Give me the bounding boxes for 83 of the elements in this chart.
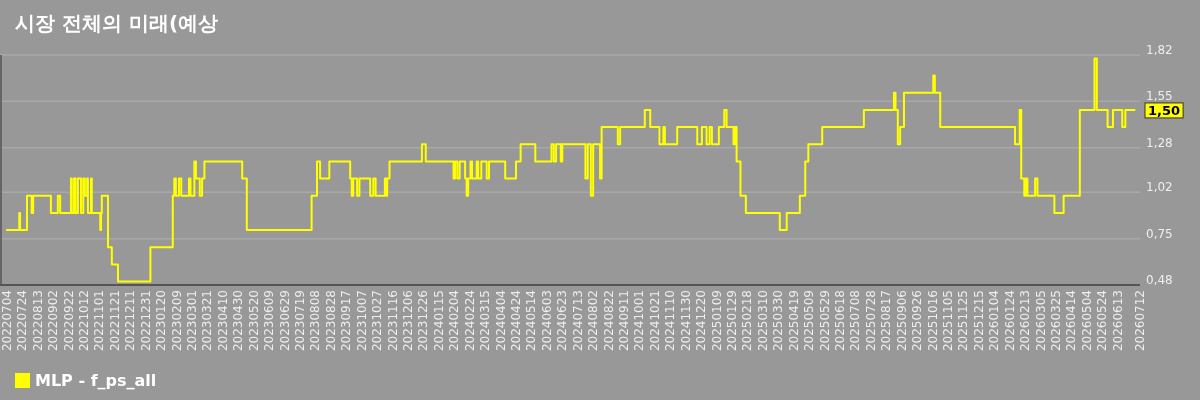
x-tick-label: 20250330 bbox=[771, 290, 786, 352]
x-tick-label: 20240911 bbox=[616, 290, 631, 352]
x-tick-label: 20260504 bbox=[1079, 290, 1094, 352]
x-tick-label: 20241110 bbox=[663, 290, 678, 352]
x-tick-label: 20260213 bbox=[1018, 290, 1033, 352]
x-tick-label: 20220922 bbox=[61, 290, 76, 352]
x-tick-label: 20260613 bbox=[1110, 290, 1125, 352]
x-tick-label: 20231116 bbox=[385, 290, 400, 352]
x-tick-label: 20240404 bbox=[493, 290, 508, 352]
x-tick-label: 20230828 bbox=[323, 290, 338, 352]
x-tick-label: 20260104 bbox=[987, 290, 1002, 352]
x-tick-label: 20250708 bbox=[848, 290, 863, 352]
x-tick-label: 20250926 bbox=[910, 290, 925, 352]
x-tick-label: 20240623 bbox=[555, 290, 570, 352]
x-tick-label: 20250509 bbox=[802, 290, 817, 352]
x-tick-label: 20230719 bbox=[293, 290, 308, 352]
x-tick-label: 20250218 bbox=[740, 290, 755, 352]
x-tick-label: 20230917 bbox=[339, 290, 354, 352]
x-tick-label: 20250618 bbox=[832, 290, 847, 352]
y-tick-label: 1,55 bbox=[1146, 89, 1173, 104]
x-tick-label: 20241001 bbox=[632, 290, 647, 352]
x-tick-label: 20240224 bbox=[462, 290, 477, 352]
x-tick-label: 20241130 bbox=[678, 290, 693, 352]
x-tick-label: 20231007 bbox=[354, 290, 369, 352]
x-tick-label: 20260524 bbox=[1095, 290, 1110, 352]
x-tick-label: 20251215 bbox=[971, 290, 986, 352]
x-tick-label: 20240514 bbox=[524, 290, 539, 352]
x-tick-label: 20221211 bbox=[123, 290, 138, 352]
x-tick-label: 20221101 bbox=[92, 290, 107, 352]
x-tick-label: 20260325 bbox=[1048, 290, 1063, 352]
x-tick-label: 20241220 bbox=[694, 290, 709, 352]
x-tick-label: 20221012 bbox=[77, 290, 92, 352]
x-tick-label: 20241021 bbox=[647, 290, 662, 352]
x-tick-label: 20250419 bbox=[786, 290, 801, 352]
title: 시장 전체의 미래(예상 bbox=[15, 11, 219, 35]
y-tick-label: 1,82 bbox=[1146, 43, 1173, 57]
x-tick-label: 20260414 bbox=[1064, 290, 1079, 352]
x-tick-label: 20240115 bbox=[431, 290, 446, 352]
x-tick-label: 20230609 bbox=[262, 290, 277, 352]
x-tick-label: 20260305 bbox=[1033, 290, 1048, 352]
x-tick-label: 20231206 bbox=[401, 290, 416, 352]
x-tick-label: 20240424 bbox=[509, 290, 524, 352]
x-tick-label: 20260712 bbox=[1133, 290, 1147, 352]
y-tick-label: 0,48 bbox=[1146, 273, 1173, 287]
x-tick-label: 20221231 bbox=[138, 290, 153, 352]
x-tick-label: 20230430 bbox=[231, 290, 246, 352]
x-tick-label: 20230520 bbox=[246, 290, 261, 352]
x-tick-label: 20251125 bbox=[956, 290, 971, 352]
x-tick-label: 20250129 bbox=[724, 290, 739, 352]
x-tick-label: 20230410 bbox=[215, 290, 230, 352]
x-tick-label: 20240204 bbox=[447, 290, 462, 352]
x-tick-label: 20240603 bbox=[539, 290, 554, 352]
x-tick-label: 20230209 bbox=[169, 290, 184, 352]
x-tick-label: 20221121 bbox=[107, 290, 122, 352]
y-tick-label: 1,02 bbox=[1146, 180, 1173, 195]
x-tick-label: 20251016 bbox=[925, 290, 940, 352]
x-tick-label: 20240713 bbox=[570, 290, 585, 352]
x-tick-label: 20250529 bbox=[817, 290, 832, 352]
x-tick-label: 20230321 bbox=[200, 290, 215, 352]
x-tick-label: 20231027 bbox=[370, 290, 385, 352]
y-tick-label: 0,75 bbox=[1146, 226, 1173, 241]
x-tick-label: 20240822 bbox=[601, 290, 616, 352]
x-tick-label: 20250728 bbox=[863, 290, 878, 352]
x-tick-label: 20230808 bbox=[308, 290, 323, 352]
y-tick-label: 1,28 bbox=[1146, 135, 1173, 150]
x-tick-label: 20220704 bbox=[0, 290, 14, 352]
x-tick-label: 20260124 bbox=[1002, 290, 1017, 352]
x-tick-label: 20230120 bbox=[154, 290, 169, 352]
x-tick-label: 20240315 bbox=[478, 290, 493, 352]
x-tick-label: 20230301 bbox=[185, 290, 200, 352]
x-tick-label: 20220902 bbox=[46, 290, 61, 352]
x-tick-label: 20220813 bbox=[30, 290, 45, 352]
x-tick-label: 20240802 bbox=[586, 290, 601, 352]
x-tick-label: 20250109 bbox=[709, 290, 724, 352]
x-tick-label: 20251105 bbox=[940, 290, 955, 352]
annotation: 1,50 bbox=[1148, 102, 1181, 118]
x-tick-label: 20250906 bbox=[894, 290, 909, 352]
x-tick-label: 20220724 bbox=[15, 290, 30, 352]
x-tick-label: 20250817 bbox=[879, 290, 894, 352]
x-tick-label: 20250310 bbox=[755, 290, 770, 352]
x-tick-label: 20230629 bbox=[277, 290, 292, 352]
legend-label: MLP - f_ps_all bbox=[35, 371, 157, 390]
x-tick-label: 20231226 bbox=[416, 290, 431, 352]
